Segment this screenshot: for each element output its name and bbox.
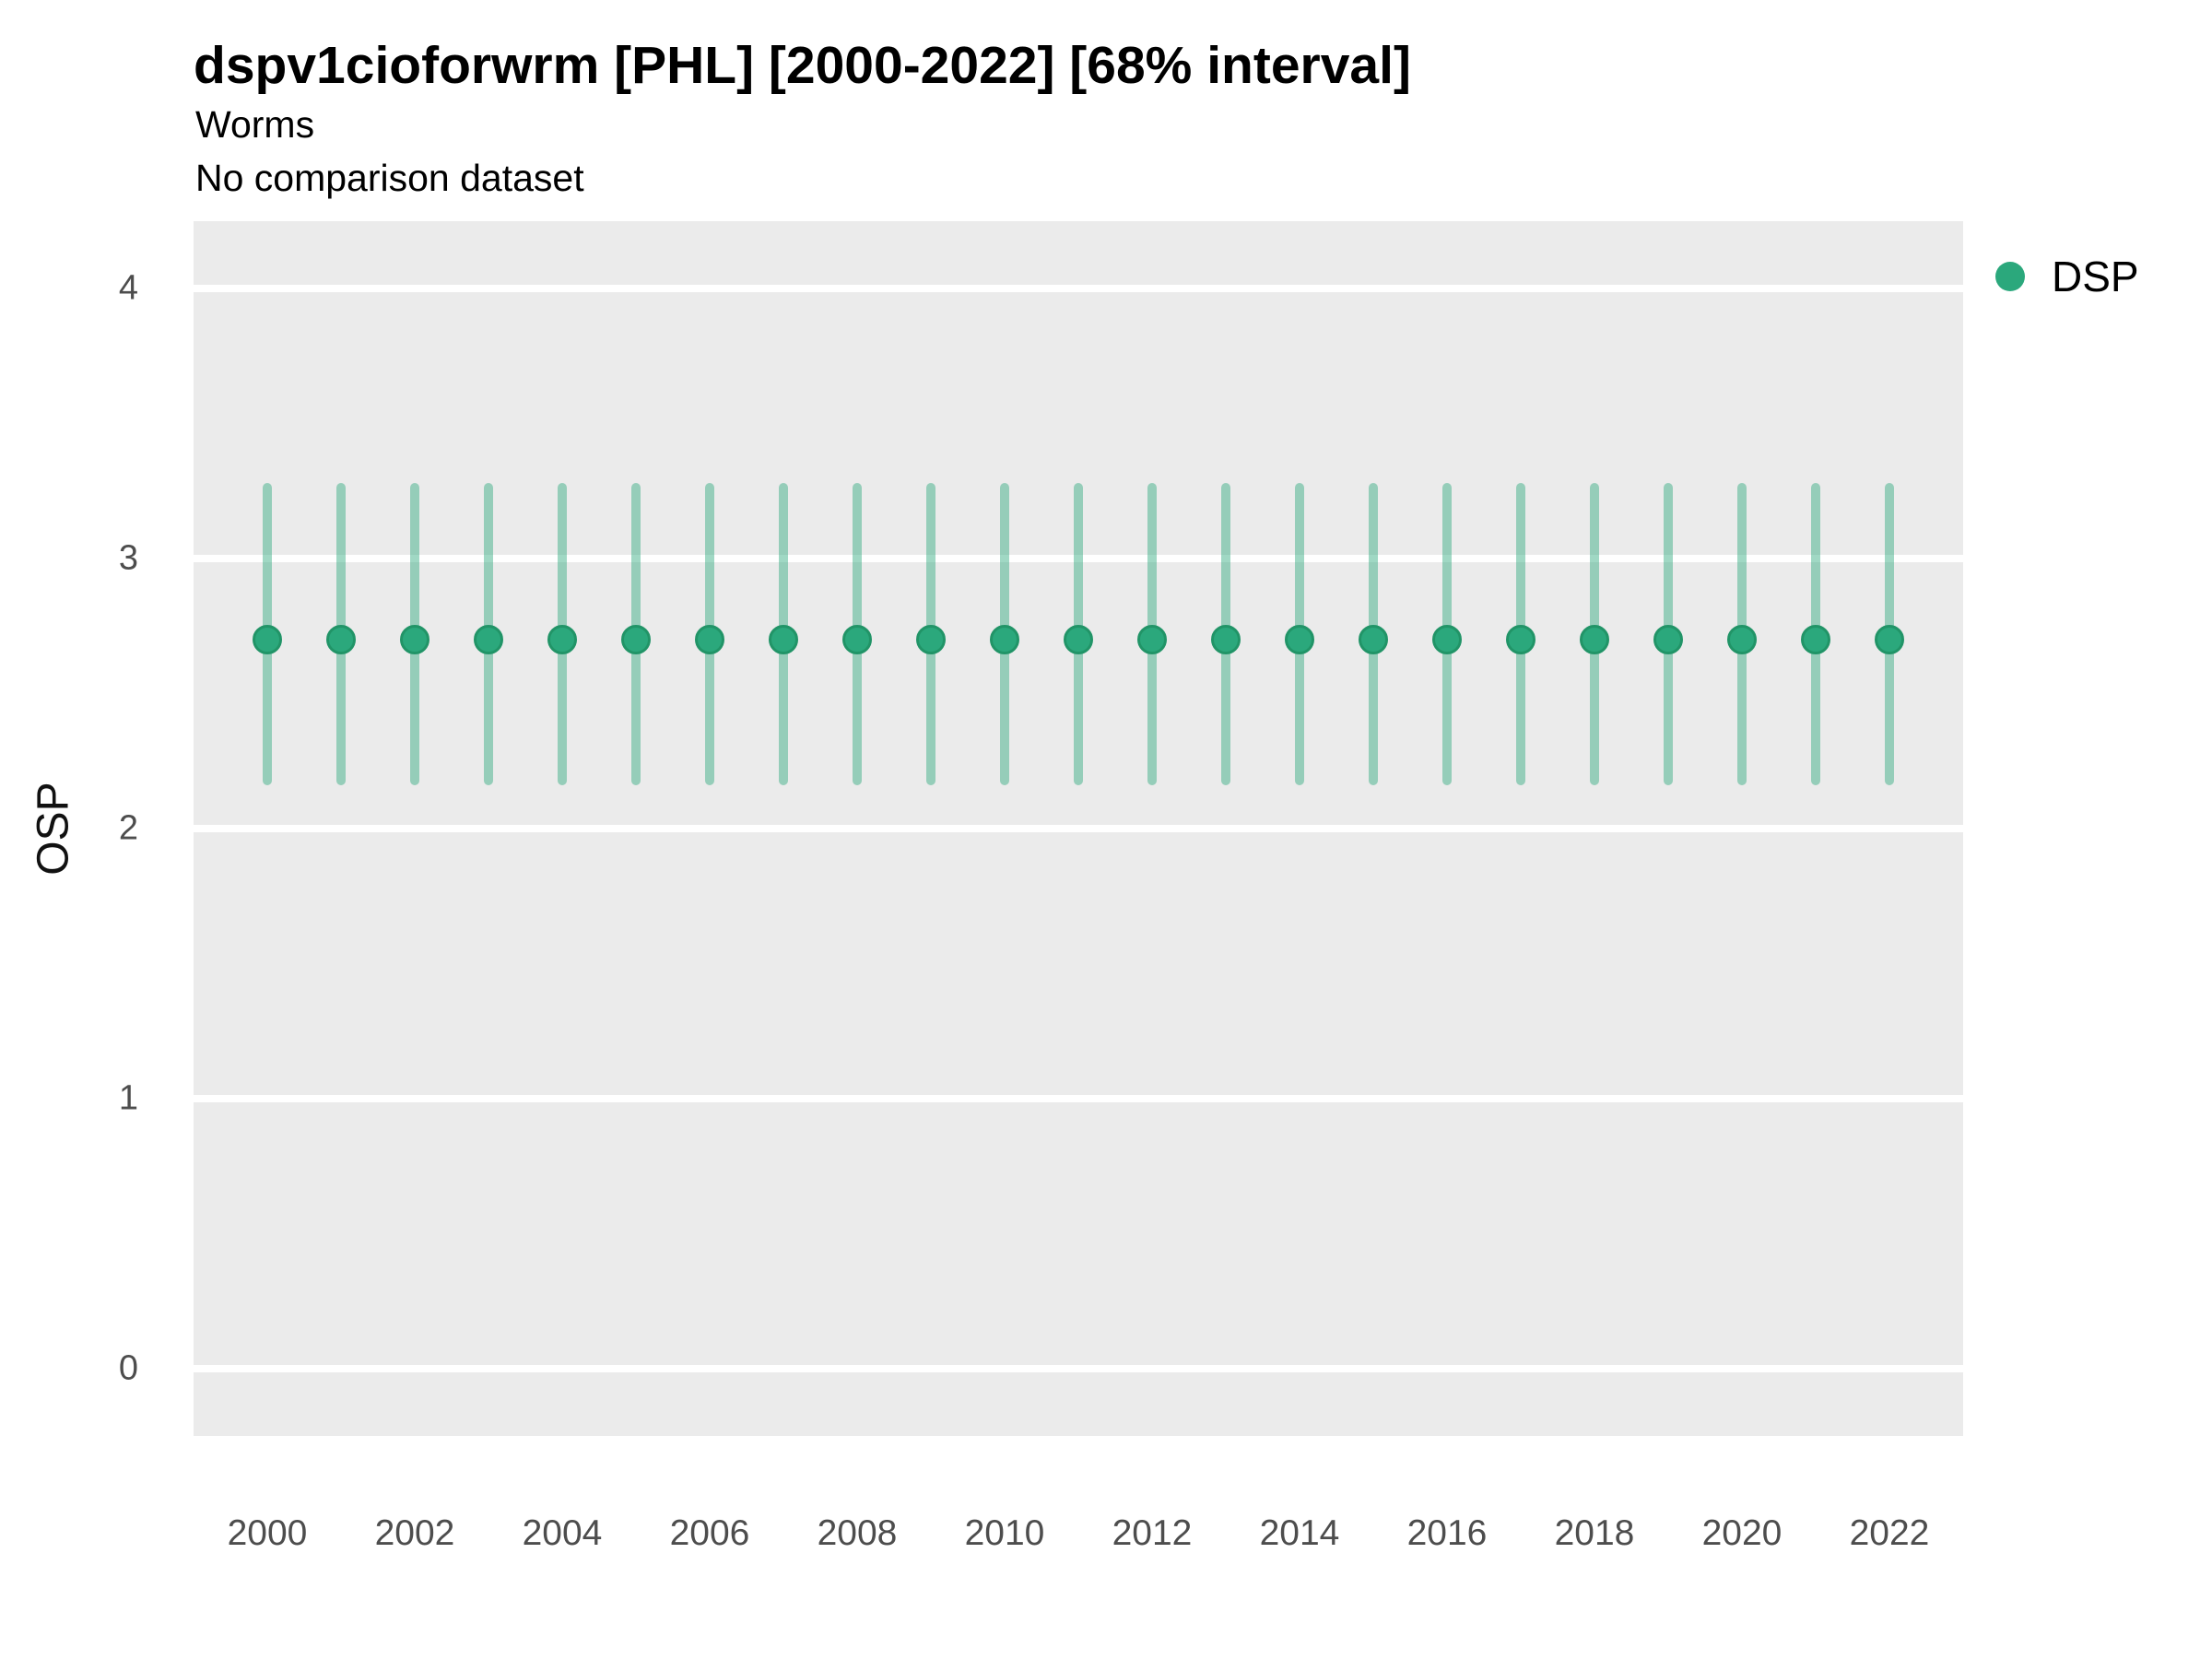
data-point (1727, 624, 1757, 654)
data-point (621, 624, 651, 654)
data-point (1137, 624, 1167, 654)
data-point (1285, 624, 1314, 654)
gridline (194, 825, 1963, 832)
data-point (474, 624, 503, 654)
x-tick-label: 2010 (964, 1513, 1045, 1553)
legend: DSP (1991, 247, 2203, 306)
x-tick-label: 2018 (1554, 1513, 1635, 1553)
x-tick-label: 2002 (374, 1513, 455, 1553)
data-point (400, 624, 429, 654)
x-tick-label: 2006 (669, 1513, 750, 1553)
y-tick-label: 0 (118, 1348, 138, 1388)
data-point (1359, 624, 1388, 654)
x-tick-label: 2014 (1259, 1513, 1340, 1553)
y-tick-label: 1 (118, 1078, 138, 1118)
gridline (194, 555, 1963, 563)
data-point (1064, 624, 1093, 654)
y-tick-label: 2 (118, 808, 138, 848)
data-point (769, 624, 798, 654)
gridline (194, 1364, 1963, 1372)
data-point (842, 624, 872, 654)
data-point (1875, 624, 1904, 654)
chart-annotation: No comparison dataset (195, 157, 584, 199)
legend-label: DSP (2052, 253, 2139, 300)
chart-subtitle: Worms (195, 103, 315, 146)
data-point (916, 624, 946, 654)
data-point (1211, 624, 1241, 654)
gridline (194, 1094, 1963, 1102)
plot-panel (194, 221, 1963, 1436)
data-point (1580, 624, 1609, 654)
x-tick-label: 2016 (1406, 1513, 1488, 1553)
data-point (547, 624, 577, 654)
x-tick-label: 2004 (522, 1513, 603, 1553)
legend-point-icon (1995, 262, 2025, 291)
data-point (1653, 624, 1683, 654)
x-tick-label: 2012 (1112, 1513, 1193, 1553)
chart-title: dspv1cioforwrm [PHL] [2000-2022] [68% in… (194, 36, 1411, 95)
data-point (1432, 624, 1462, 654)
data-point (253, 624, 282, 654)
y-tick-label: 4 (118, 268, 138, 308)
data-point (1801, 624, 1830, 654)
data-point (1506, 624, 1535, 654)
data-point (990, 624, 1019, 654)
x-tick-label: 2020 (1701, 1513, 1783, 1553)
x-tick-label: 2000 (227, 1513, 308, 1553)
data-point (695, 624, 724, 654)
x-tick-label: 2008 (817, 1513, 898, 1553)
y-tick-label: 3 (118, 538, 138, 578)
data-point (326, 624, 356, 654)
x-tick-label: 2022 (1849, 1513, 1930, 1553)
gridline (194, 285, 1963, 293)
